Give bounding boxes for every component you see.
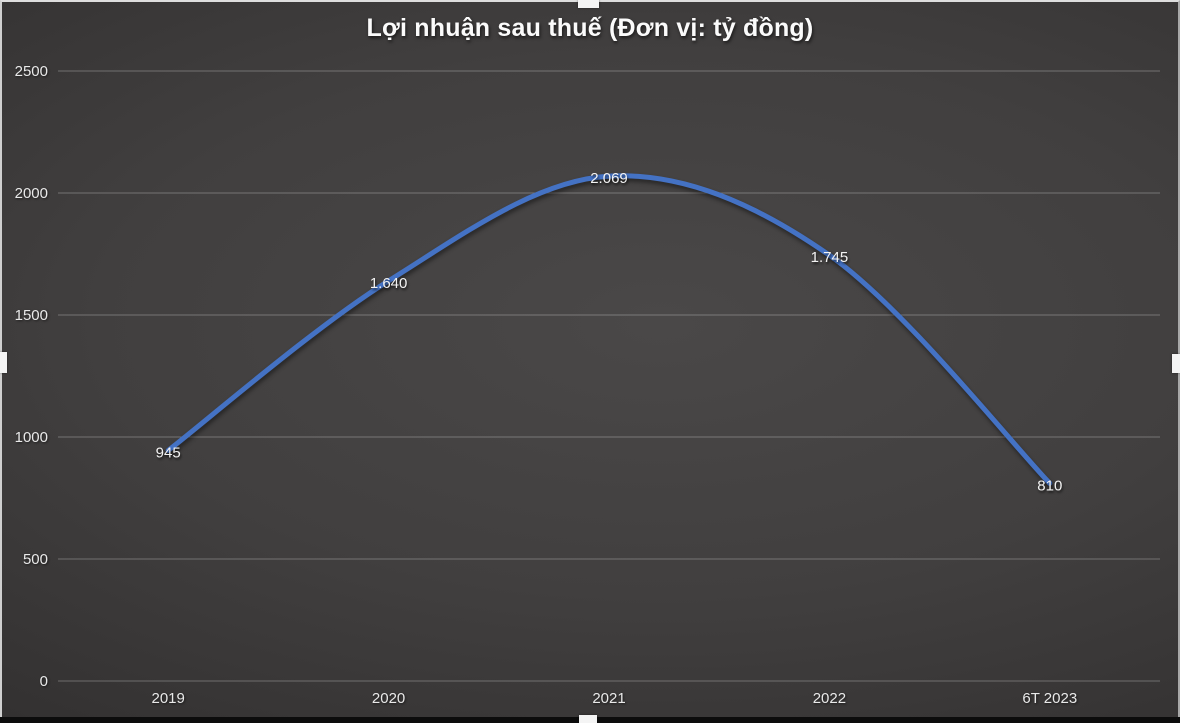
data-point-label: 1.745 — [811, 249, 849, 266]
x-axis-tick-label: 2021 — [592, 690, 625, 707]
x-axis-tick-label: 6T 2023 — [1022, 690, 1077, 707]
data-point-label: 945 — [156, 444, 181, 461]
y-axis-tick-label: 500 — [23, 551, 48, 568]
y-axis-tick-label: 2000 — [15, 185, 48, 202]
x-axis-tick-label: 2019 — [152, 690, 185, 707]
selection-handle-right[interactable] — [1172, 354, 1180, 373]
chart-title: Lợi nhuận sau thuế (Đơn vị: tỷ đồng) — [366, 14, 814, 42]
data-point-label: 2.069 — [590, 170, 628, 187]
x-axis-tick-label: 2022 — [813, 690, 846, 707]
y-axis-tick-label: 1500 — [15, 307, 48, 324]
y-axis-tick-label: 1000 — [15, 429, 48, 446]
y-axis-tick-label: 0 — [40, 673, 48, 690]
x-axis-tick-label: 2020 — [372, 690, 405, 707]
selection-handle-left[interactable] — [0, 352, 7, 373]
y-axis-tick-label: 2500 — [15, 63, 48, 80]
series-line[interactable] — [165, 173, 1053, 486]
selection-handle-bottom[interactable] — [579, 715, 597, 723]
data-point-label: 1.640 — [370, 275, 408, 292]
data-point-label: 810 — [1037, 477, 1062, 494]
selection-handle-top[interactable] — [578, 0, 599, 8]
